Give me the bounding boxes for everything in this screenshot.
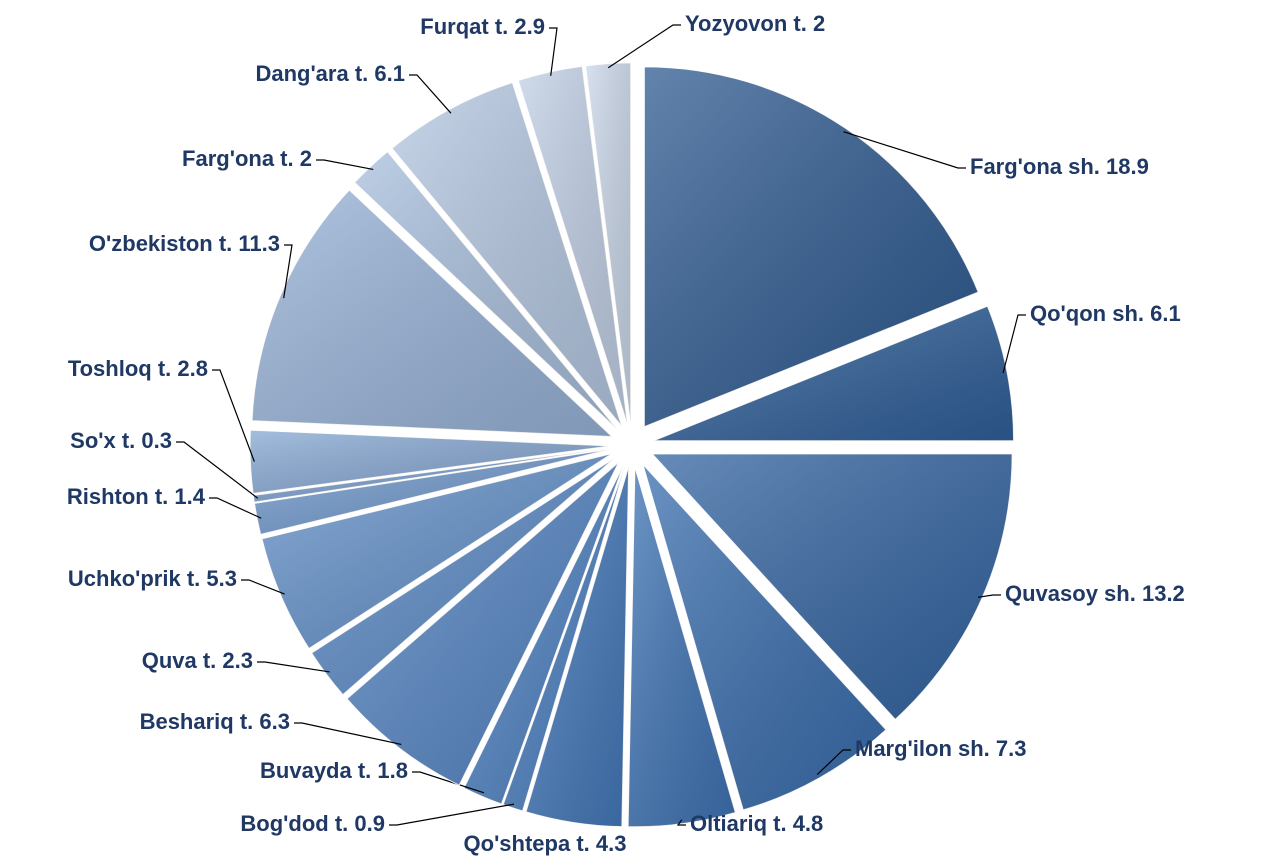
slice-shade <box>261 453 612 649</box>
leader-line <box>176 441 259 499</box>
data-label: O'zbekiston t. 11.3 <box>89 231 280 256</box>
leader-line <box>843 131 966 169</box>
label-name: So'x t. <box>70 428 135 453</box>
label-value: 4.8 <box>793 811 824 836</box>
leader-line <box>1002 314 1026 374</box>
data-label: Rishton t. 1.4 <box>67 484 206 509</box>
data-label: Furqat t. 2.9 <box>420 14 545 39</box>
label-value: 2.3 <box>222 648 253 673</box>
label-name: Quva t. <box>142 648 217 673</box>
slice-shade <box>391 82 622 426</box>
slice-shade <box>347 462 619 786</box>
data-label: Oltiariq t. 4.8 <box>690 811 823 836</box>
slice-shade <box>252 190 612 437</box>
slice-shade <box>526 466 629 827</box>
slice-shade <box>628 466 736 827</box>
label-name: Toshloq t. <box>68 356 171 381</box>
label-name: Farg'ona sh. <box>970 154 1100 179</box>
label-name: Dang'ara t. <box>255 61 368 86</box>
data-label: Farg'ona t. 2 <box>182 146 312 171</box>
label-value: 6.3 <box>259 709 290 734</box>
slice-shade <box>253 448 611 503</box>
label-value: 2 <box>813 11 825 36</box>
data-label: Beshariq t. 6.3 <box>140 709 290 734</box>
label-name: O'zbekiston t. <box>89 231 232 256</box>
label-value: 1.8 <box>377 758 408 783</box>
slice-shade <box>653 306 1014 441</box>
leader-line <box>212 369 255 462</box>
label-name: Buvayda t. <box>260 758 371 783</box>
slice-shade <box>642 464 886 810</box>
label-value: 6.1 <box>1150 301 1181 326</box>
data-label: Dang'ara t. 6.1 <box>255 61 405 86</box>
label-value: 11.3 <box>238 231 280 256</box>
slice-shade <box>503 465 626 811</box>
data-label: So'x t. 0.3 <box>70 428 172 453</box>
label-name: Yozyovon t. <box>685 11 807 36</box>
leader-line <box>241 579 285 595</box>
slice-shade <box>250 430 611 494</box>
slice-shade <box>463 465 624 804</box>
leader-line <box>389 803 515 826</box>
label-value: 7.3 <box>996 736 1027 761</box>
label-value: 0.9 <box>354 811 385 836</box>
label-value: 4.3 <box>596 831 627 856</box>
data-label: Qo'shtepa t. 4.3 <box>464 831 627 856</box>
label-name: Qo'qon sh. <box>1030 301 1144 326</box>
data-label: Buvayda t. 1.8 <box>260 758 408 783</box>
label-value: 0.3 <box>141 428 172 453</box>
slice-shade <box>311 458 615 695</box>
label-name: Qo'shtepa t. <box>464 831 590 856</box>
leader-line <box>409 74 452 114</box>
label-value: 1.4 <box>174 484 205 509</box>
data-label: Yozyovon t. 2 <box>685 11 825 36</box>
leader-line <box>294 722 402 745</box>
leader-line <box>283 244 293 299</box>
slice-shade <box>585 63 631 424</box>
leader-line <box>209 497 262 519</box>
label-value: 5.3 <box>206 566 237 591</box>
label-value: 2 <box>300 146 312 171</box>
leader-line <box>816 749 851 775</box>
leader-line <box>549 27 558 76</box>
leader-line <box>607 24 681 69</box>
label-value: 2.9 <box>514 14 545 39</box>
label-name: Beshariq t. <box>140 709 254 734</box>
slice-shade <box>518 66 628 424</box>
label-name: Quvasoy sh. <box>1005 581 1136 606</box>
leader-line <box>257 661 330 673</box>
data-label: Marg'ilon sh. 7.3 <box>855 736 1027 761</box>
data-label: Toshloq t. 2.8 <box>68 356 208 381</box>
slice-shade <box>652 453 1013 720</box>
label-value: 18.9 <box>1106 154 1149 179</box>
leader-line <box>412 771 485 794</box>
leader-line <box>977 594 1001 598</box>
label-name: Furqat t. <box>420 14 508 39</box>
label-value: 2.8 <box>177 356 208 381</box>
data-label: Quvasoy sh. 13.2 <box>1005 581 1185 606</box>
data-label: Farg'ona sh. 18.9 <box>970 154 1149 179</box>
label-name: Rishton t. <box>67 484 168 509</box>
label-name: Oltiariq t. <box>690 811 787 836</box>
data-label: Quva t. 2.3 <box>142 648 253 673</box>
data-label: Qo'qon sh. 6.1 <box>1030 301 1181 326</box>
leader-line <box>676 819 686 826</box>
slice-shade <box>354 151 617 429</box>
leader-line <box>316 159 374 171</box>
label-value: 13.2 <box>1142 581 1185 606</box>
label-value: 6.1 <box>374 61 405 86</box>
data-label: Bog'dod t. 0.9 <box>240 811 385 836</box>
label-name: Bog'dod t. <box>240 811 348 836</box>
data-label: Uchko'prik t. 5.3 <box>68 566 237 591</box>
slice-shade <box>644 66 979 427</box>
label-name: Marg'ilon sh. <box>855 736 990 761</box>
slice-shade <box>254 449 611 535</box>
label-name: Farg'ona t. <box>182 146 294 171</box>
label-name: Uchko'prik t. <box>68 566 200 591</box>
